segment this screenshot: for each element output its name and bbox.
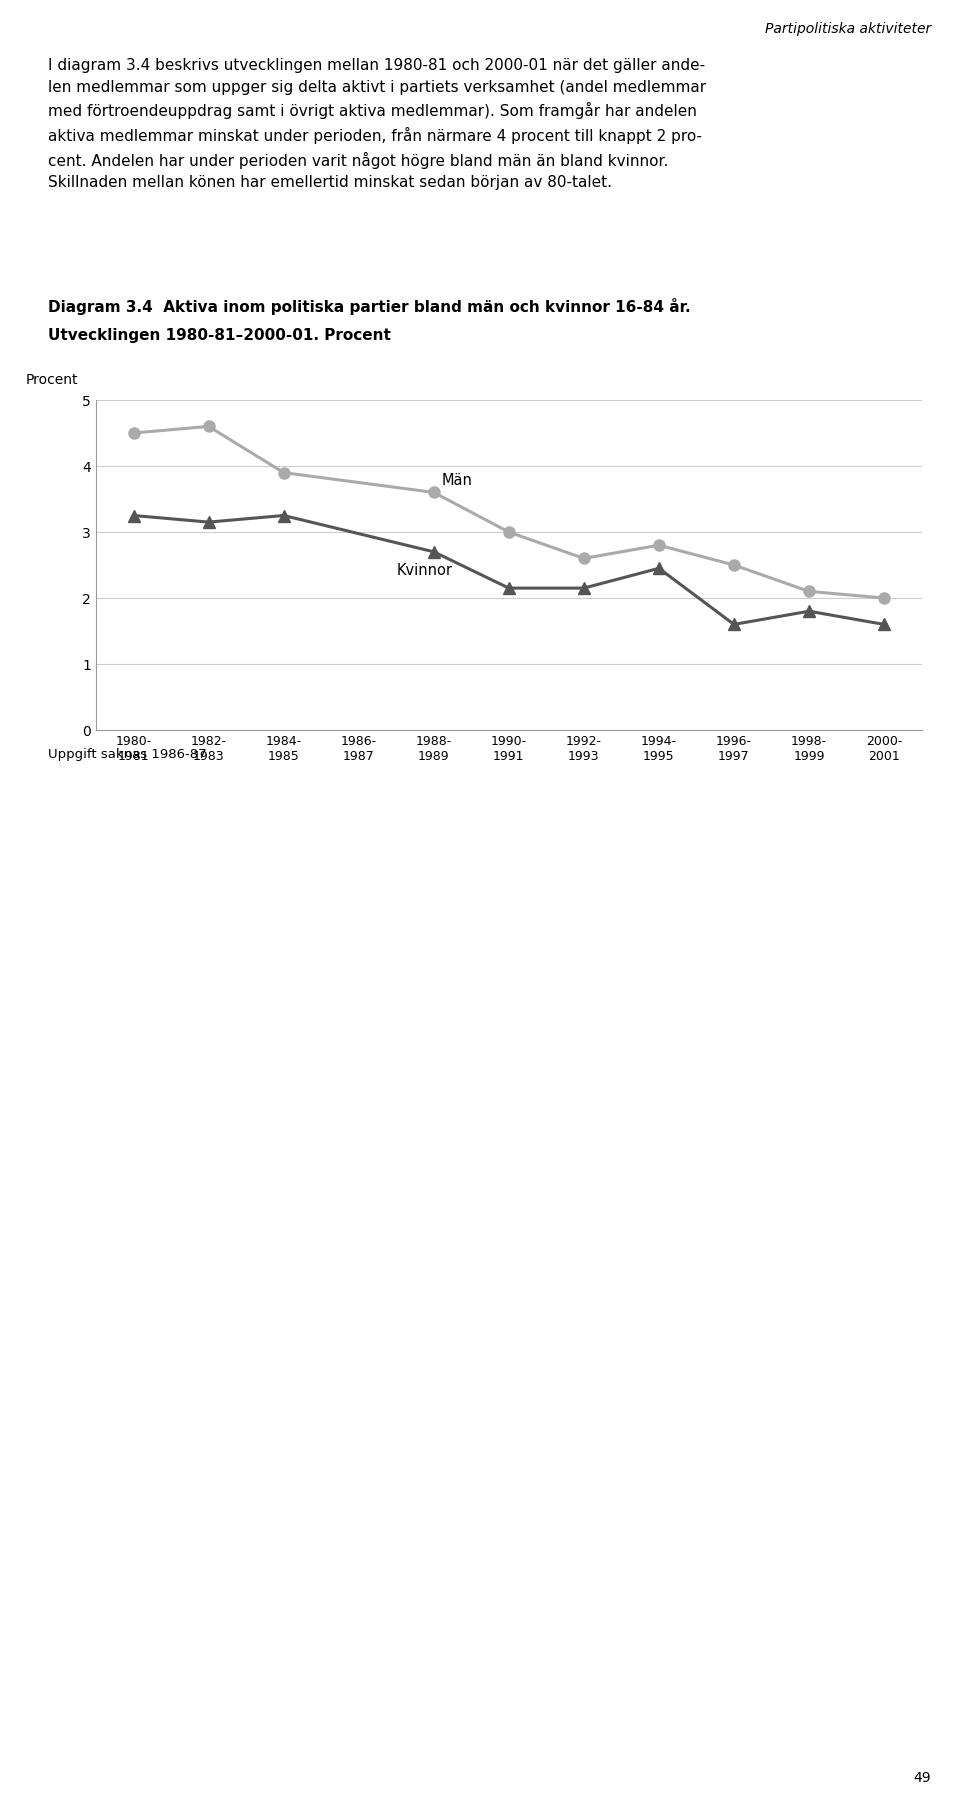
Text: Partipolitiska aktiviteter: Partipolitiska aktiviteter [765, 22, 931, 36]
Text: Diagram 3.4  Aktiva inom politiska partier bland män och kvinnor 16-84 år.: Diagram 3.4 Aktiva inom politiska partie… [48, 298, 690, 315]
Text: Män: Män [442, 472, 472, 488]
Text: Kvinnor: Kvinnor [396, 563, 452, 577]
Text: I diagram 3.4 beskrivs utvecklingen mellan 1980-81 och 2000-01 när det gäller an: I diagram 3.4 beskrivs utvecklingen mell… [48, 58, 707, 190]
Text: Uppgift saknas 1986-87: Uppgift saknas 1986-87 [48, 747, 206, 762]
Text: 49: 49 [914, 1771, 931, 1785]
Text: Procent: Procent [26, 373, 79, 387]
Text: Utvecklingen 1980-81–2000-01. Procent: Utvecklingen 1980-81–2000-01. Procent [48, 327, 391, 344]
